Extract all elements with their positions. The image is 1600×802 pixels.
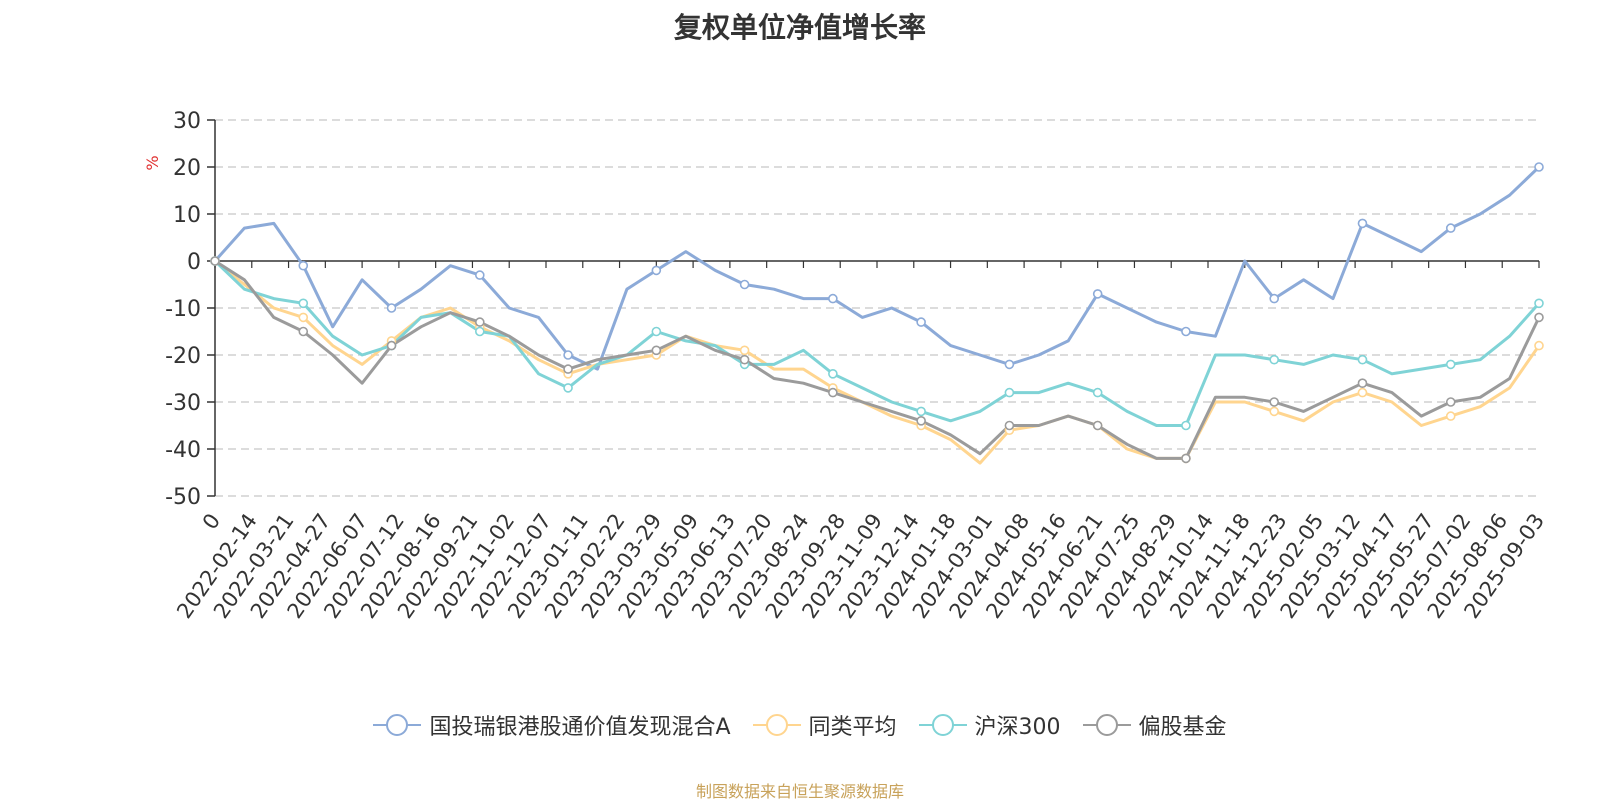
legend: 国投瑞银港股通价值发现混合A 同类平均 沪深300 偏股基金 [0, 708, 1600, 742]
series-point-3 [651, 345, 662, 356]
series-point-3 [1092, 420, 1103, 431]
series-point-2 [828, 368, 838, 379]
series-point-2 [1357, 354, 1368, 365]
series-point-0 [386, 303, 397, 313]
series-point-3 [1445, 397, 1456, 407]
series-point-1 [1534, 340, 1544, 351]
y-tick-label: -20 [165, 344, 201, 369]
legend-item-peer-average[interactable]: 同类平均 [752, 709, 897, 741]
y-tick-label: -40 [165, 438, 201, 463]
series-point-2 [1269, 354, 1279, 365]
series-point-0 [1357, 218, 1368, 229]
series-point-0 [916, 317, 926, 327]
legend-swatch-peer-average-icon [752, 714, 801, 736]
legend-label-csi300: 沪深300 [974, 715, 1061, 740]
series-line-0 [213, 165, 1541, 371]
series-point-3 [563, 364, 573, 374]
series-point-2 [1534, 298, 1544, 309]
line-chart: 3020100-10-20-30-40-50%02022-02-142022-0… [143, 109, 1549, 623]
legend-swatch-equity-fund-icon [1082, 714, 1131, 736]
series-point-2 [1092, 387, 1103, 398]
series-point-2 [474, 326, 485, 337]
series-point-1 [1269, 406, 1279, 417]
legend-swatch-fund-icon [373, 714, 422, 736]
series-line-1 [214, 259, 1541, 465]
series-point-2 [563, 383, 573, 393]
legend-item-csi300[interactable]: 沪深300 [918, 709, 1061, 741]
series-point-0 [563, 350, 573, 360]
series-point-3 [828, 387, 838, 398]
series-point-0 [739, 279, 750, 290]
legend-label-equity-fund: 偏股基金 [1138, 715, 1227, 740]
y-tick-label: 0 [187, 250, 201, 275]
series-point-2 [1445, 359, 1456, 370]
y-tick-label: 10 [173, 203, 201, 228]
x-tick-label: 0 [198, 509, 225, 534]
series-point-1 [739, 345, 750, 356]
series-point-0 [1004, 359, 1015, 370]
axis-labels: 3020100-10-20-30-40-50%02022-02-142022-0… [143, 109, 1549, 623]
source-note: 制图数据来自恒生聚源数据库 [695, 782, 904, 801]
series-point-0 [828, 293, 838, 304]
series-markers [210, 162, 1544, 464]
series-point-2 [1181, 420, 1191, 431]
series-line-3 [214, 259, 1541, 460]
series-point-1 [1445, 411, 1456, 421]
series-point-2 [298, 298, 309, 309]
series-point-0 [1269, 293, 1279, 304]
series-point-3 [1004, 420, 1015, 431]
series-point-3 [1181, 453, 1191, 464]
series-point-0 [1181, 326, 1191, 337]
legend-item-equity-fund[interactable]: 偏股基金 [1082, 709, 1227, 741]
legend-label-peer-average: 同类平均 [808, 715, 897, 740]
legend-label-fund: 国投瑞银港股通价值发现混合A [429, 715, 731, 740]
series-point-3 [916, 415, 926, 426]
y-tick-label: -50 [165, 485, 201, 510]
series-point-2 [1004, 387, 1015, 398]
y-tick-label: -30 [165, 391, 201, 416]
series-point-3 [474, 317, 485, 327]
series-point-3 [1357, 378, 1368, 389]
series-point-3 [1269, 397, 1279, 407]
y-tick-label: -10 [165, 297, 201, 322]
series-point-3 [298, 326, 309, 337]
series-point-3 [1534, 312, 1544, 323]
y-tick-label: 20 [173, 156, 201, 181]
series-line-2 [213, 259, 1541, 427]
series-point-1 [298, 312, 309, 323]
series-point-2 [916, 406, 926, 417]
series-point-0 [1092, 289, 1103, 299]
series-point-0 [474, 270, 485, 280]
legend-item-fund[interactable]: 国投瑞银港股通价值发现混合A [373, 709, 731, 741]
series-point-0 [298, 260, 309, 271]
series-point-3 [210, 256, 220, 266]
grid-lines [215, 119, 1539, 497]
y-tick-label: 30 [173, 109, 201, 134]
series-lines [213, 165, 1541, 465]
series-point-3 [739, 354, 750, 365]
series-point-1 [1357, 387, 1368, 398]
chart-title: 复权单位净值增长率 [673, 11, 926, 44]
series-point-0 [651, 265, 662, 276]
legend-swatch-csi300-icon [918, 714, 967, 736]
series-point-2 [651, 326, 662, 337]
series-point-0 [1534, 162, 1544, 172]
series-point-3 [386, 340, 397, 351]
axes [207, 119, 1540, 497]
y-axis-unit-label: % [143, 155, 162, 170]
series-point-0 [1445, 223, 1456, 233]
